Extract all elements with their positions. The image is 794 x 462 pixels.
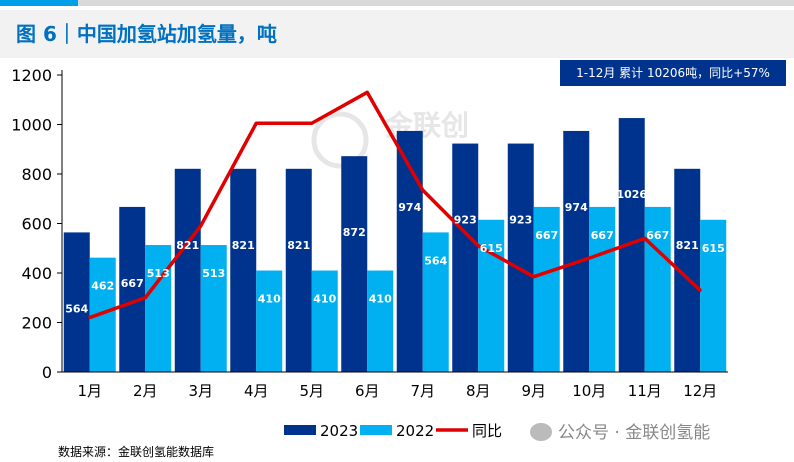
bar-2023-label: 821 (676, 239, 699, 252)
x-tick-label: 3月 (188, 382, 213, 400)
y-tick-label: 400 (21, 264, 52, 283)
bar-2022 (256, 270, 283, 372)
wechat-watermark: 公众号 · 金联创氢能 (530, 418, 710, 443)
bar-2023 (341, 156, 368, 372)
legend-label: 2022 (396, 422, 434, 440)
bar-2023-label: 821 (287, 239, 310, 252)
yoy-point (310, 121, 314, 125)
bar-2023 (285, 168, 312, 372)
bar-2023-label: 974 (565, 201, 588, 214)
legend-swatch (284, 425, 316, 435)
yoy-point (532, 275, 536, 279)
bar-2022-label: 462 (91, 280, 114, 293)
bar-2022 (700, 219, 727, 372)
bar-2022 (145, 245, 172, 372)
legend-label: 2023 (320, 422, 358, 440)
bar-2023-label: 923 (509, 214, 532, 227)
x-tick-label: 2月 (133, 382, 158, 400)
page-title: 图 6｜中国加氢站加氢量，吨 (16, 22, 277, 46)
x-tick-label: 12月 (683, 382, 717, 400)
yoy-point (476, 244, 480, 248)
bar-2022-label: 615 (702, 242, 725, 255)
y-tick-label: 1200 (11, 66, 52, 85)
bar-2022 (311, 270, 338, 372)
bar-2022-label: 615 (480, 242, 503, 255)
bar-2023 (563, 130, 590, 372)
x-tick-label: 9月 (521, 382, 546, 400)
bar-2023 (507, 143, 534, 372)
x-tick-label: 11月 (628, 382, 662, 400)
x-tick-label: 6月 (355, 382, 380, 400)
bar-2023 (63, 232, 90, 372)
bar-2023-label: 974 (398, 201, 421, 214)
yoy-point (143, 296, 147, 300)
bar-2022 (200, 245, 227, 372)
top-accent-line (0, 0, 794, 6)
bar-2022-label: 667 (591, 229, 614, 242)
bar-2022 (644, 206, 671, 372)
top-accent-blue (0, 0, 78, 6)
x-tick-label: 4月 (244, 382, 269, 400)
legend-label: 同比 (472, 422, 502, 440)
bar-2023-label: 667 (121, 277, 144, 290)
x-tick-label: 1月 (77, 382, 102, 400)
bar-2022-label: 667 (535, 229, 558, 242)
bar-2023 (396, 130, 423, 372)
bar-2023 (119, 206, 146, 372)
wechat-watermark-text: 公众号 · 金联创氢能 (558, 423, 711, 443)
bar-2023 (230, 168, 257, 372)
bar-2023 (452, 143, 479, 372)
x-tick-label: 5月 (299, 382, 324, 400)
yoy-point (698, 288, 702, 292)
bar-2023-label: 821 (232, 239, 255, 252)
yoy-point (254, 121, 258, 125)
yoy-line (89, 90, 702, 320)
bar-2022-label: 410 (313, 293, 336, 306)
bar-2023-label: 821 (176, 239, 199, 252)
top-accent-grey (78, 0, 794, 6)
y-tick-label: 200 (21, 314, 52, 333)
yoy-point (421, 188, 425, 192)
bar-2022-label: 564 (424, 254, 447, 267)
x-tick-label: 8月 (466, 382, 491, 400)
yoy-point (88, 316, 92, 320)
cumulative-annotation: 1-12月 累计 10206吨，同比+57% (560, 60, 786, 86)
y-tick-label: 1000 (11, 116, 52, 135)
y-tick-label: 800 (21, 165, 52, 184)
bar-2022-label: 410 (369, 293, 392, 306)
yoy-point (643, 236, 647, 240)
bar-2022 (422, 232, 449, 372)
bar-2022 (589, 206, 616, 372)
bar-2022-label: 410 (258, 293, 281, 306)
bar-2022-label: 513 (147, 267, 170, 280)
bar-2023-label: 564 (65, 302, 88, 315)
yoy-point (199, 224, 203, 228)
wechat-icon (530, 423, 552, 441)
legend-swatch (360, 425, 392, 435)
bar-2022-label: 513 (202, 267, 225, 280)
y-tick-label: 600 (21, 215, 52, 234)
bar-2023-label: 923 (454, 214, 477, 227)
yoy-point (365, 90, 369, 94)
x-tick-label: 7月 (410, 382, 435, 400)
watermark-logo-icon (311, 111, 369, 169)
y-tick-label: 0 (42, 363, 52, 382)
bar-2022 (367, 270, 394, 372)
bar-2023 (174, 168, 201, 372)
yoy-point (587, 256, 591, 260)
data-source: 数据来源：金联创氢能数据库 (58, 445, 215, 459)
bar-2023-label: 1026 (616, 188, 647, 201)
x-tick-label: 10月 (572, 382, 606, 400)
bar-2022 (478, 219, 505, 372)
bar-2022-label: 667 (646, 229, 669, 242)
bar-2023-label: 872 (343, 226, 366, 239)
bar-2022 (533, 206, 560, 372)
title-bar (0, 10, 794, 58)
